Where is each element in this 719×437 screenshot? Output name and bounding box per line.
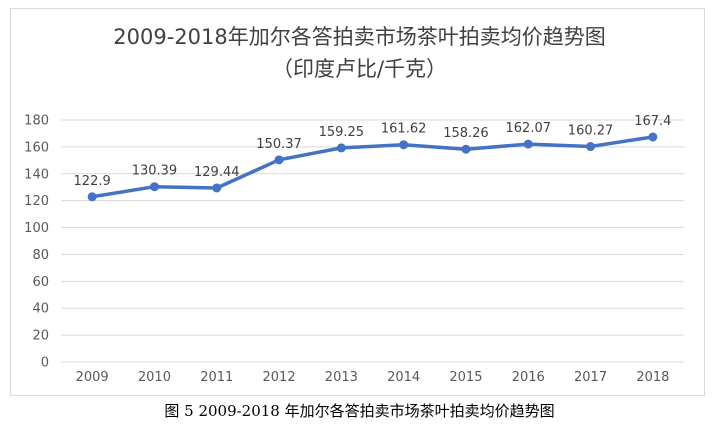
data-point [586,142,596,152]
x-tick-label: 2013 [325,370,358,385]
data-point [648,132,658,142]
chart-subtitle: （印度卢比/千克） [271,57,448,81]
y-tick-label: 60 [32,275,49,290]
data-label: 167.4 [634,114,671,129]
data-label: 160.27 [568,124,614,139]
x-tick-label: 2015 [449,370,482,385]
x-tick-label: 2017 [574,370,607,385]
y-tick-label: 180 [24,114,49,129]
data-point [461,144,471,154]
chart-title: 2009-2018年加尔各答拍卖市场茶叶拍卖均价趋势图 [113,25,606,49]
x-tick-label: 2014 [387,370,420,385]
data-point [336,143,346,153]
y-tick-label: 140 [24,167,49,182]
y-tick-label: 120 [24,194,49,209]
data-label: 122.9 [74,174,111,189]
x-axis-ticks: 2009 2010 2011 2012 2013 2014 2015 2016 2017 2018 [76,370,670,385]
y-tick-label: 100 [24,221,49,236]
data-label: 130.39 [132,164,178,179]
x-tick-label: 2018 [636,370,669,385]
y-tick-label: 0 [41,356,49,371]
data-labels: 122.9 130.39 129.44 150.37 159.25 161.62 158.2… [74,114,672,189]
y-tick-label: 20 [32,329,49,344]
x-tick-label: 2016 [512,370,545,385]
data-point [149,182,159,192]
data-point [523,139,533,149]
data-label: 129.44 [194,165,240,180]
data-point [212,183,222,193]
data-point [399,140,409,150]
series-line [90,135,655,199]
data-point [87,192,97,202]
x-tick-label: 2011 [200,370,233,385]
data-points [87,132,658,202]
y-axis-ticks: 0 20 40 60 80 100 120 140 160 180 [24,114,49,371]
data-label: 161.62 [381,122,427,137]
x-tick-label: 2009 [76,370,109,385]
data-point [274,155,284,165]
figure-caption: 图 5 2009-2018 年加尔各答拍卖市场茶叶拍卖均价趋势图 [164,402,555,420]
y-tick-label: 80 [32,248,49,263]
x-tick-label: 2012 [263,370,296,385]
y-tick-label: 160 [24,140,49,155]
chart-frame [10,8,705,396]
data-label: 159.25 [319,125,365,140]
y-tick-label: 40 [32,302,49,317]
data-label: 162.07 [506,121,552,136]
x-tick-label: 2010 [138,370,171,385]
gridlines [61,119,684,363]
data-label: 158.26 [443,126,489,141]
series-line-layer [90,135,655,199]
data-label: 150.37 [256,137,302,152]
